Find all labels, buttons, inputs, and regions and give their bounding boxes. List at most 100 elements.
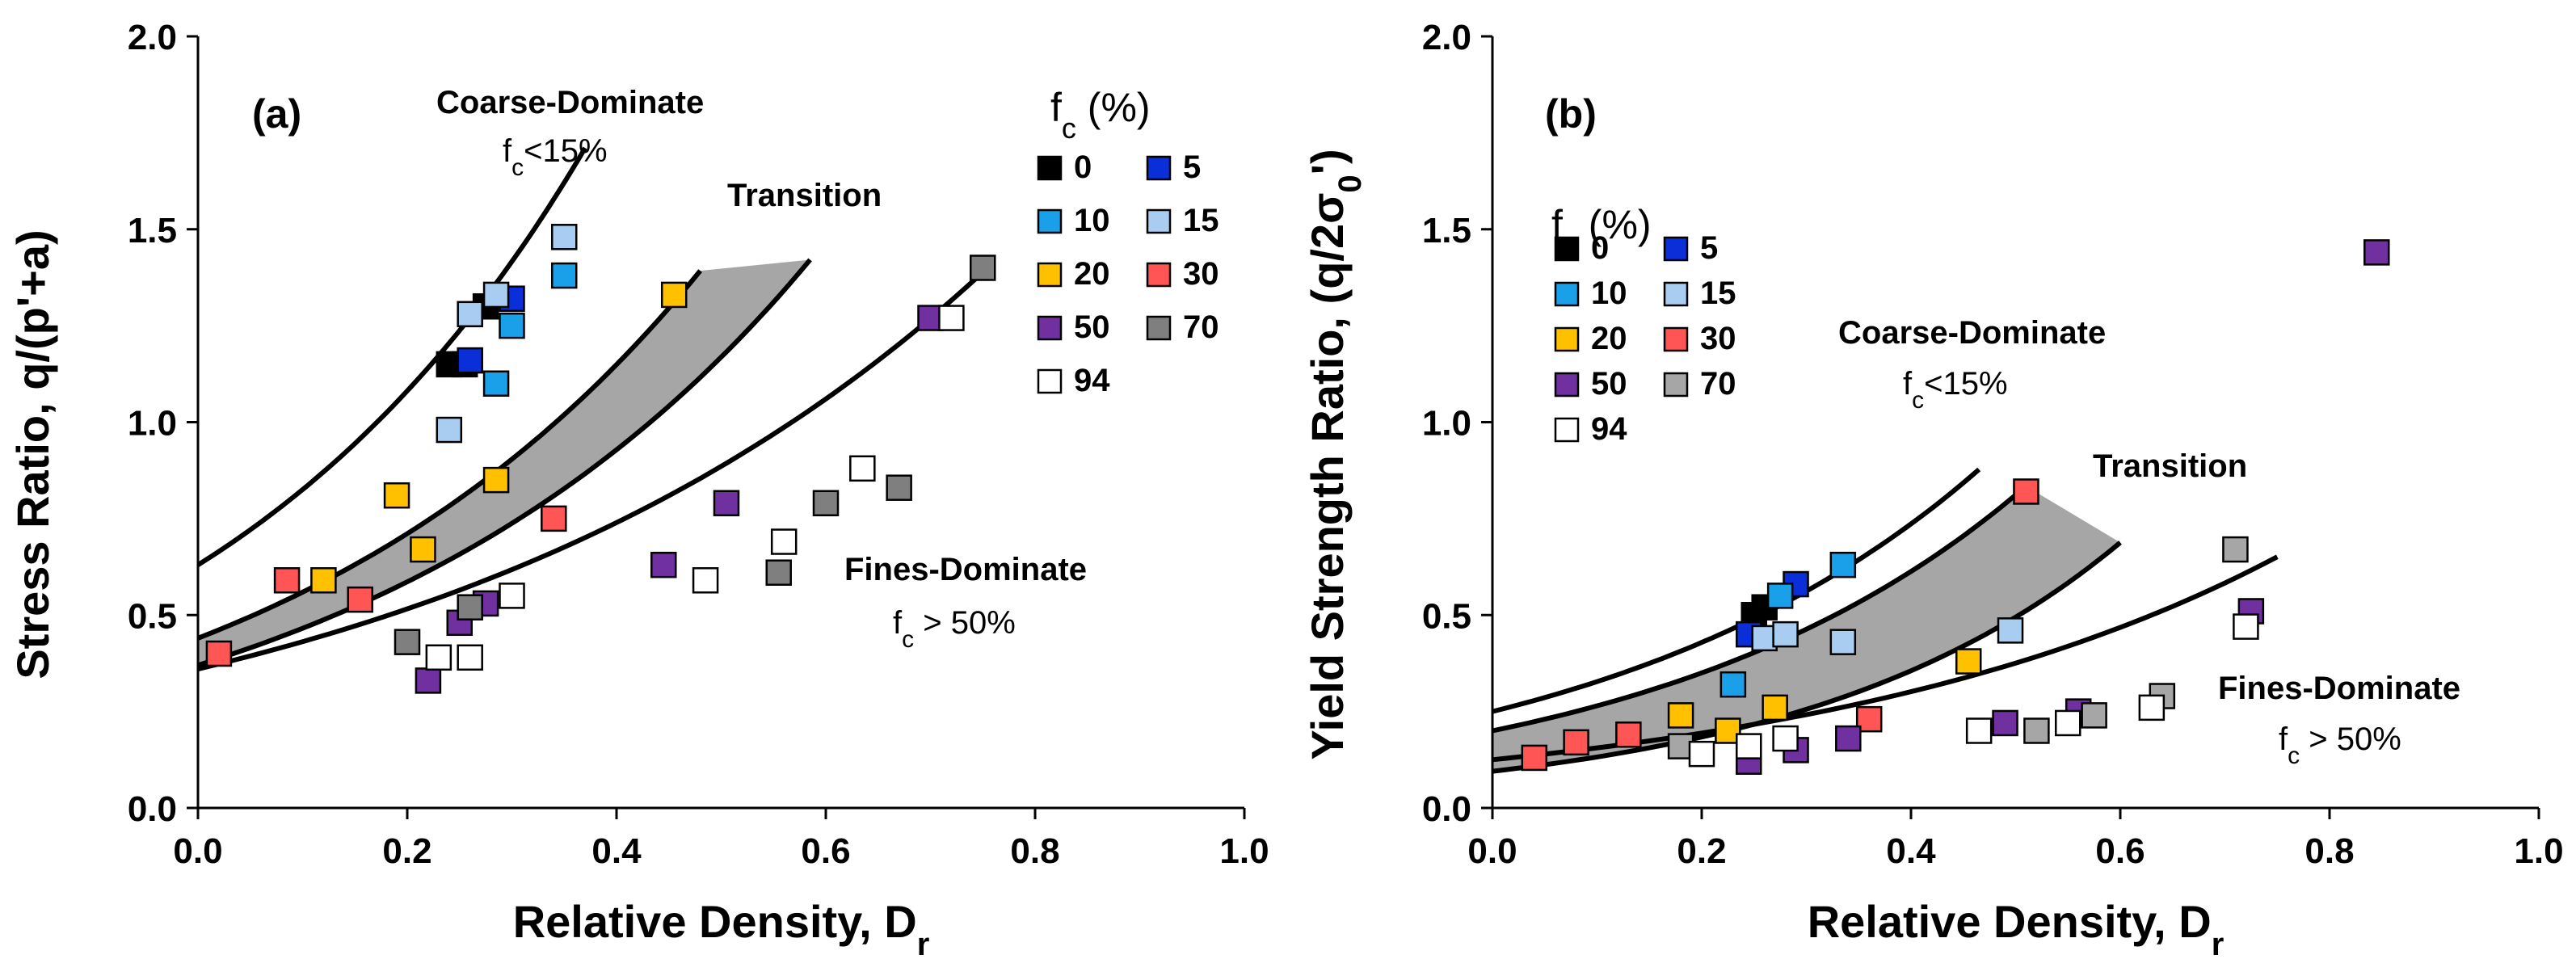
x-tick-label: 0.6 (801, 831, 850, 871)
curve-band-upper (196, 269, 702, 641)
data-point-fc-10 (482, 370, 510, 397)
curve-band-lower (197, 258, 812, 668)
y-tick-label: 0.5 (1422, 596, 1471, 636)
legend-label-0: 0 (1074, 149, 1092, 185)
data-point-fc-50 (713, 490, 740, 517)
legend-label-15: 15 (1700, 276, 1736, 311)
data-point-fc-94 (849, 455, 876, 482)
data-point-fc-30 (541, 505, 567, 532)
data-point-fc-70 (2023, 717, 2050, 744)
legend-swatch-15 (1663, 281, 1689, 307)
x-tick-label: 0.0 (173, 831, 222, 871)
legend-label-94: 94 (1074, 363, 1110, 398)
legend-label-15: 15 (1183, 203, 1219, 238)
curve-coarse (196, 146, 587, 567)
data-point-fc-15 (436, 416, 463, 444)
data-point-fc-10 (1829, 551, 1857, 578)
data-point-fc-94 (770, 528, 798, 555)
data-point-fc-15 (1997, 617, 2024, 644)
data-point-fc-15 (551, 224, 578, 250)
y-tick-label: 0.0 (128, 789, 177, 829)
legend-swatch-0 (1554, 236, 1580, 262)
data-point-fc-30 (205, 640, 233, 667)
data-point-fc-10 (499, 312, 525, 339)
transition-band (1492, 486, 2120, 772)
data-point-fc-15 (457, 301, 483, 328)
data-point-fc-50 (2363, 239, 2390, 266)
x-tick-label: 1.0 (2514, 831, 2563, 871)
x-axis-title: Relative Density, Dr (513, 896, 930, 962)
fines-dominate-label: Fines-Dominate (2218, 671, 2460, 706)
data-point-fc-20 (1955, 648, 1982, 675)
data-point-fc-94 (938, 305, 965, 331)
data-point-fc-94 (1736, 733, 1762, 759)
x-tick-label: 0.6 (2095, 831, 2145, 871)
legend-label-10: 10 (1591, 276, 1627, 311)
legend-label-94: 94 (1591, 411, 1627, 447)
y-tick-label: 0.5 (128, 596, 177, 636)
legend-label-5: 5 (1183, 149, 1201, 185)
data-point-fc-94 (2055, 709, 2081, 737)
data-point-fc-30 (1521, 744, 1548, 772)
panel-label: (a) (252, 91, 301, 137)
coarse-dominate-label: Coarse-Dominate (436, 85, 704, 120)
y-axis-title: Yield Strength Ratio, (q/2σ0') (1302, 149, 1368, 759)
transition-label: Transition (2093, 448, 2247, 484)
data-point-fc-30 (347, 586, 373, 613)
y-tick-label: 1.0 (128, 404, 177, 444)
data-point-fc-94 (499, 583, 525, 609)
curve-band-lower (1492, 541, 2122, 774)
data-point-fc-20 (1667, 702, 1694, 729)
legend-swatch-94 (1554, 417, 1580, 443)
legend-swatch-50 (1037, 315, 1063, 341)
x-tick-label: 0.8 (1010, 831, 1059, 871)
legend-swatch-0 (1037, 155, 1063, 181)
y-tick-label: 1.0 (1422, 404, 1471, 444)
legend-swatch-50 (1554, 372, 1580, 398)
y-tick-label: 2.0 (1422, 18, 1471, 57)
panel-label: (b) (1545, 91, 1597, 137)
data-point-fc-50 (650, 551, 677, 578)
y-tick-label: 0.0 (1422, 789, 1471, 829)
legend-swatch-94 (1037, 368, 1063, 394)
legend-swatch-20 (1037, 262, 1063, 288)
coarse-dominate-sublabel: fc<15% (1903, 366, 2008, 414)
legend-swatch-5 (1146, 155, 1172, 181)
legend-swatch-70 (1663, 372, 1689, 398)
data-point-fc-50 (1992, 709, 2018, 737)
data-point-fc-70 (970, 255, 996, 281)
data-point-fc-70 (765, 559, 792, 586)
data-point-fc-15 (482, 281, 510, 309)
data-point-fc-20 (410, 536, 436, 563)
x-tick-label: 0.4 (1886, 831, 1936, 871)
legend-label-10: 10 (1074, 203, 1110, 238)
legend-label-50: 50 (1591, 366, 1627, 402)
data-point-fc-20 (310, 567, 337, 594)
data-point-fc-70 (812, 490, 840, 517)
data-point-fc-70 (2081, 702, 2107, 729)
data-point-fc-94 (1688, 740, 1715, 768)
data-point-fc-15 (1772, 621, 1799, 648)
data-point-fc-70 (886, 474, 912, 501)
data-point-fc-20 (383, 482, 410, 509)
y-axis-title: Stress Ratio, q/(p'+a) (7, 229, 58, 679)
data-point-fc-5 (457, 347, 483, 374)
x-tick-label: 1.0 (1219, 831, 1269, 871)
transition-label: Transition (727, 178, 882, 213)
legend-swatch-70 (1146, 315, 1172, 341)
coarse-dominate-label: Coarse-Dominate (1838, 315, 2106, 351)
transition-band (198, 259, 810, 666)
data-point-fc-70 (2222, 536, 2249, 563)
x-axis-title: Relative Density, Dr (1808, 896, 2225, 962)
legend-label-20: 20 (1591, 321, 1627, 356)
legend-swatch-20 (1554, 326, 1580, 352)
data-point-fc-94 (457, 644, 483, 671)
legend-label-0: 0 (1591, 230, 1609, 266)
data-point-fc-20 (660, 281, 688, 309)
legend-swatch-10 (1554, 281, 1580, 307)
data-point-fc-30 (273, 567, 301, 594)
legend-swatch-30 (1146, 262, 1172, 288)
legend-label-20: 20 (1074, 256, 1110, 292)
data-point-fc-70 (394, 629, 421, 655)
